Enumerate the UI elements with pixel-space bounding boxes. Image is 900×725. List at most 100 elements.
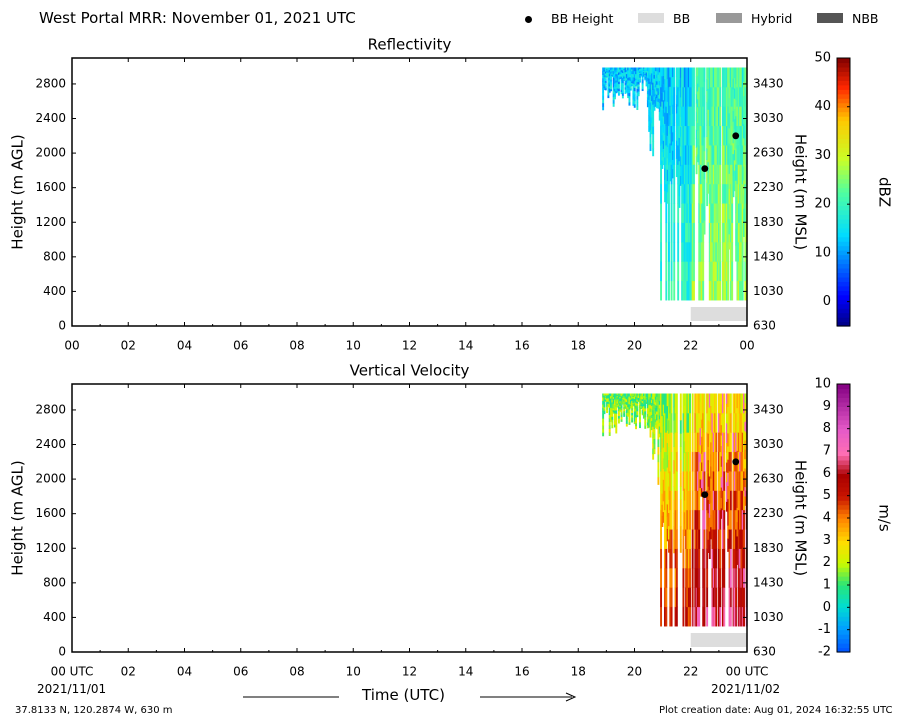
radar-cell [661, 460, 664, 472]
radar-cell [723, 164, 726, 185]
radar-cell [606, 68, 609, 70]
radar-cell [628, 401, 631, 405]
radar-cell [685, 164, 688, 185]
radar-cell [702, 567, 705, 588]
colorbar-segment [837, 214, 850, 220]
radar-cell [731, 183, 734, 204]
radar-cell [695, 451, 698, 472]
radar-cell [674, 548, 677, 569]
colorbar-segment [837, 464, 850, 470]
radar-cell [728, 112, 731, 129]
radar-cell [673, 433, 676, 448]
radar-cell [631, 75, 634, 78]
radar-cell [636, 67, 639, 72]
radar-cell [677, 145, 680, 165]
radar-cell [649, 67, 652, 75]
radar-cell [633, 403, 636, 407]
radar-cell [633, 393, 636, 397]
radar-cell [737, 145, 740, 165]
radar-cell [636, 407, 639, 410]
radar-cell [614, 424, 616, 428]
radar-cell [658, 107, 661, 112]
colorbar-segment [837, 245, 850, 251]
radar-cell [685, 183, 688, 204]
radar-cell [641, 73, 644, 76]
radar-cell [620, 412, 623, 415]
radar-cell [620, 398, 623, 401]
radar-cell [652, 426, 655, 433]
x-tick-label: 00 UTC [726, 665, 769, 679]
radar-cell [694, 471, 697, 491]
radar-cell [641, 411, 644, 414]
radar-cell [718, 106, 720, 127]
radar-cell [652, 104, 655, 113]
radar-cell [711, 606, 714, 627]
radar-cell [611, 70, 614, 72]
radar-cell [612, 93, 615, 98]
radar-cell [615, 86, 618, 90]
radar-cell [608, 81, 611, 85]
radar-cell [639, 77, 641, 79]
y-tick-label: 1600 [35, 506, 66, 520]
radar-cell [670, 451, 673, 472]
radar-cell [607, 402, 610, 404]
radar-cell [646, 404, 649, 409]
radar-cell [686, 606, 689, 627]
colorbar-segment [837, 509, 850, 515]
radar-cell [702, 548, 705, 569]
radar-cell [744, 486, 747, 497]
radar-cell [687, 222, 690, 243]
radar-cell [653, 398, 656, 404]
radar-cell [714, 145, 716, 165]
radar-cell [725, 432, 728, 443]
radar-cell [629, 84, 632, 87]
radar-cell [727, 164, 730, 185]
radar-cell [711, 412, 714, 433]
radar-cell [737, 432, 740, 453]
radar-cell [617, 418, 620, 422]
radar-cell [641, 84, 644, 88]
radar-cell [607, 67, 610, 71]
radar-cell [652, 82, 655, 90]
radar-cell [702, 529, 705, 549]
radar-cell [608, 425, 611, 429]
radar-cell [661, 143, 664, 153]
radar-cell [631, 72, 634, 74]
radar-cell [689, 471, 691, 491]
radar-cell [683, 440, 686, 454]
radar-cell [708, 476, 711, 491]
colorbar-frame [836, 57, 851, 327]
radar-cell [637, 394, 640, 396]
colorbar-segment [837, 209, 850, 215]
radar-cell [616, 402, 619, 405]
radar-cell [608, 88, 611, 91]
radar-cell [711, 471, 714, 491]
radar-cell [739, 106, 742, 127]
radar-cell [682, 280, 685, 301]
radar-cell [744, 449, 747, 460]
radar-cell [721, 567, 724, 588]
radar-cell [642, 72, 645, 74]
radar-cell [612, 398, 615, 401]
radar-cell [648, 78, 651, 84]
radar-cell [644, 74, 647, 77]
radar-cell [645, 78, 648, 81]
radar-cell [731, 280, 734, 301]
radar-cell [740, 125, 743, 146]
colorbar-segment [837, 495, 850, 501]
radar-cell [614, 401, 616, 406]
radar-cell [648, 115, 651, 122]
radar-cell [662, 468, 665, 480]
radar-cell [723, 280, 726, 301]
radar-cell [607, 90, 610, 94]
radar-cell [623, 74, 626, 76]
radar-cell [703, 67, 706, 82]
radar-cell [662, 479, 665, 491]
radar-cell [628, 416, 631, 420]
radar-cell [654, 90, 657, 94]
radar-cell [727, 203, 730, 223]
bb-band [690, 633, 747, 647]
radar-cell [649, 122, 652, 131]
radar-cell [641, 400, 644, 403]
colorbar-segment [837, 151, 850, 157]
